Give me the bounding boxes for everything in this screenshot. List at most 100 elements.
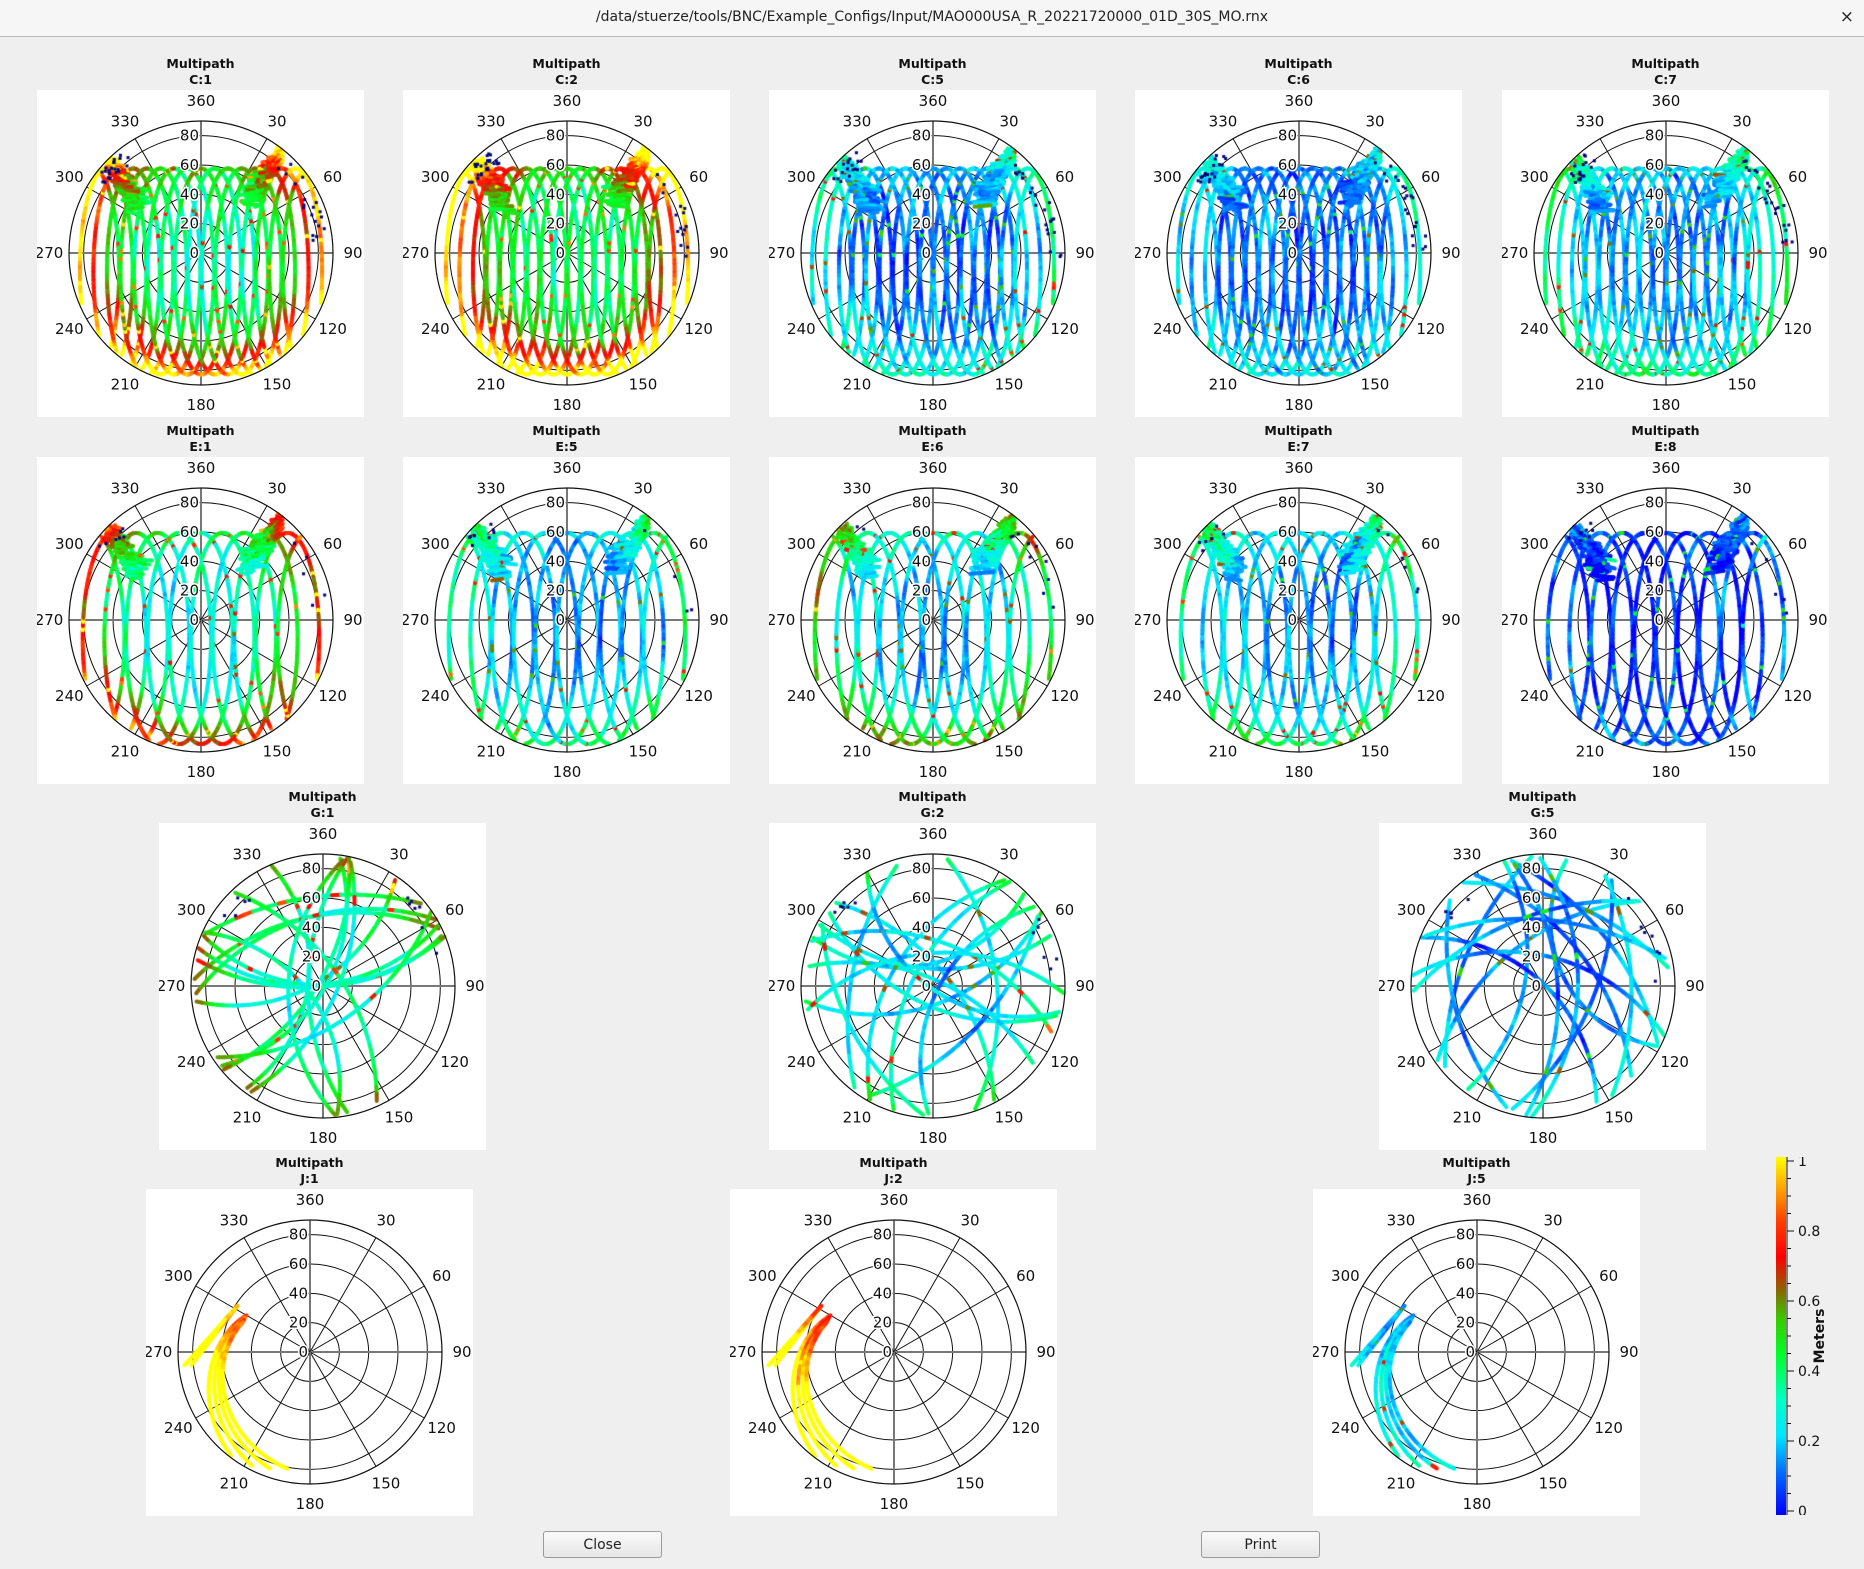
elevation-tick-label: 20 [289,1314,308,1332]
azimuth-tick-label: 360 [1529,825,1558,843]
azimuth-tick-label: 120 [1660,1053,1689,1071]
skyplot-c-7: 360 30 60 90 120 150 180 210 240 270 300 330 0 20 40 60… [1502,90,1829,417]
azimuth-tick-label: 180 [553,763,582,781]
elevation-tick-label: 20 [180,215,199,233]
azimuth-tick-label: 210 [111,743,140,761]
plot-signal-label: J:5 [1467,1171,1486,1186]
azimuth-tick-label: 210 [111,376,140,394]
azimuth-tick-label: 210 [1576,376,1605,394]
elevation-tick-label: 80 [1522,860,1541,878]
elevation-tick-label: 80 [302,860,321,878]
elevation-tick-label: 0 [298,1343,308,1361]
close-button[interactable]: Close [543,1531,662,1558]
skyplot-e-5: 360 30 60 90 120 150 180 210 240 270 300 330 0 20 40 60… [403,457,730,784]
horizon-ring [68,120,334,386]
polar-axes: 360 30 60 90 120 150 180 210 240 270 300 330 0 20 40 60… [159,825,485,1147]
polar-axes: 360 30 60 90 120 150 180 210 240 270 300 330 0 20 40 60… [769,825,1095,1147]
azimuth-tick-label: 60 [1421,168,1440,186]
azimuth-tick-label: 270 [159,977,185,995]
azimuth-tick-label: 180 [1652,763,1681,781]
elevation-tick-label: 20 [1645,582,1664,600]
azimuth-tick-label: 30 [267,479,286,497]
plot-title: Multipath C:7 [1502,56,1829,88]
plot-title: Multipath G:1 [159,789,486,821]
plot-signal-label: G:5 [1530,805,1555,820]
azimuth-tick-label: 300 [421,168,450,186]
azimuth-tick-label: 90 [1441,244,1460,262]
multipath-scatter [769,457,1096,784]
elevation-tick-label: 20 [180,582,199,600]
elevation-tick-label: 60 [180,156,199,174]
azimuth-tick-label: 30 [633,112,652,130]
azimuth-tick-label: 60 [689,535,708,553]
skyplot-g-1: 360 30 60 90 120 150 180 210 240 270 300 330 0 20 40 60… [159,823,486,1150]
azimuth-tick-label: 240 [787,1053,816,1071]
print-button[interactable]: Print [1201,1531,1320,1558]
plot-title: Multipath J:2 [730,1155,1057,1187]
plot-signal-label: C:1 [189,72,212,87]
azimuth-tick-label: 210 [233,1109,262,1127]
window-close-icon[interactable]: × [1839,7,1854,27]
horizon-ring [177,1219,443,1485]
azimuth-tick-label: 60 [1665,901,1684,919]
elevation-tick-label: 0 [1287,244,1297,262]
azimuth-tick-label: 120 [1783,320,1812,338]
plot-title-text: Multipath [1631,423,1700,438]
multipath-scatter [1313,1189,1640,1516]
azimuth-tick-label: 210 [1209,376,1238,394]
polar-axes: 360 30 60 90 120 150 180 210 240 270 300 330 0 20 40 60… [1135,459,1461,781]
multipath-scatter [37,457,364,784]
plot-signal-label: C:2 [555,72,578,87]
azimuth-tick-label: 150 [956,1475,985,1493]
plot-title-text: Multipath [532,423,601,438]
plot-signal-label: E:1 [189,439,212,454]
elevation-tick-label: 20 [546,215,565,233]
azimuth-tick-label: 150 [263,376,292,394]
horizon-ring [434,120,700,386]
azimuth-tick-label: 120 [427,1419,456,1437]
azimuth-tick-label: 180 [1463,1495,1492,1513]
azimuth-tick-label: 210 [477,376,506,394]
azimuth-tick-label: 360 [1463,1191,1492,1209]
azimuth-tick-label: 240 [787,687,816,705]
elevation-tick-label: 60 [1278,156,1297,174]
elevation-tick-label: 60 [912,889,931,907]
azimuth-tick-label: 90 [709,244,728,262]
plot-signal-label: E:7 [1287,439,1310,454]
elevation-tick-label: 40 [873,1284,892,1302]
azimuth-tick-label: 60 [1055,535,1074,553]
elevation-tick-label: 40 [289,1284,308,1302]
plot-title: Multipath C:2 [403,56,730,88]
azimuth-tick-label: 330 [1209,479,1238,497]
azimuth-tick-label: 150 [995,1109,1024,1127]
colorbar-tick-label: 0.4 [1798,1364,1820,1380]
azimuth-tick-label: 150 [1728,376,1757,394]
horizon-ring [190,853,456,1119]
azimuth-tick-label: 30 [1365,112,1384,130]
skyplot-g-2: 360 30 60 90 120 150 180 210 240 270 300 330 0 20 40 60… [769,823,1096,1150]
plot-title-text: Multipath [166,423,235,438]
azimuth-tick-label: 210 [843,376,872,394]
azimuth-tick-label: 120 [1594,1419,1623,1437]
multipath-scatter [403,457,730,784]
azimuth-tick-label: 360 [919,459,948,477]
azimuth-tick-label: 90 [1685,977,1704,995]
azimuth-tick-label: 300 [1153,535,1182,553]
elevation-tick-label: 60 [873,1255,892,1273]
azimuth-tick-label: 270 [769,977,795,995]
azimuth-tick-label: 180 [187,396,216,414]
azimuth-tick-label: 240 [1153,320,1182,338]
multipath-scatter [1135,457,1462,784]
multipath-scatter [769,823,1096,1150]
elevation-tick-label: 0 [189,244,199,262]
azimuth-tick-label: 60 [1055,901,1074,919]
horizon-ring [1166,487,1432,753]
azimuth-tick-label: 150 [995,743,1024,761]
polar-axes: 360 30 60 90 120 150 180 210 240 270 300 330 0 20 40 60… [37,92,363,414]
azimuth-tick-label: 360 [187,92,216,110]
azimuth-tick-label: 240 [55,687,84,705]
azimuth-tick-label: 30 [999,479,1018,497]
azimuth-tick-label: 150 [1361,376,1390,394]
azimuth-tick-label: 300 [1397,901,1426,919]
azimuth-tick-label: 240 [1331,1419,1360,1437]
